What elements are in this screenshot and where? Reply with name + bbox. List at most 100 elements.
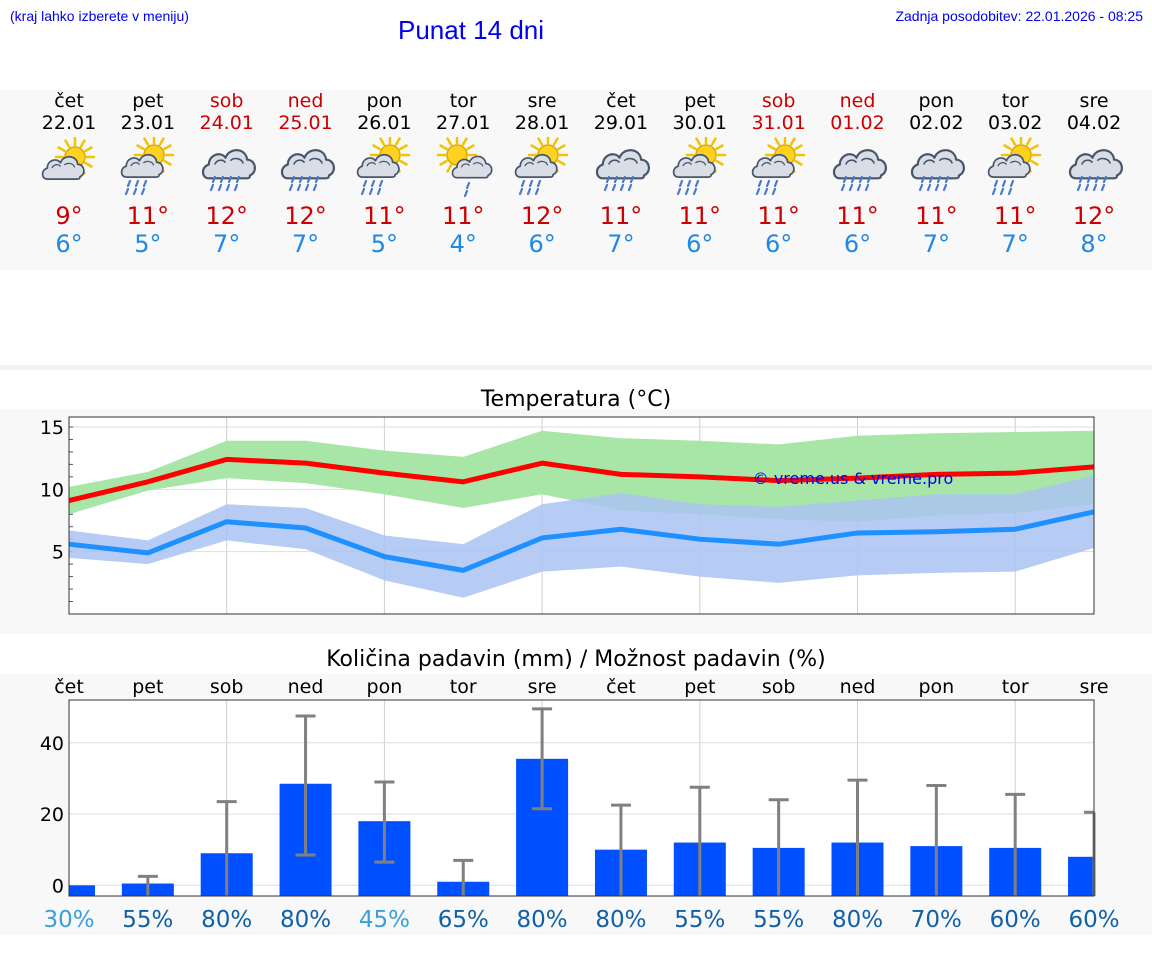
last-update: Zadnja posodobitev: 22.01.2026 - 08:25 bbox=[895, 8, 1143, 24]
cloud-rain-icon bbox=[581, 136, 661, 200]
divider bbox=[0, 365, 1152, 370]
y-tick-label: 15 bbox=[40, 417, 64, 439]
temp-max: 12° bbox=[1072, 202, 1116, 230]
category-label: ned bbox=[840, 676, 876, 698]
day-date: 26.01 bbox=[357, 112, 412, 134]
temp-max: 12° bbox=[520, 202, 564, 230]
day-column: ned 01.02 11° 6° bbox=[818, 90, 898, 258]
temp-min: 7° bbox=[1001, 230, 1029, 258]
day-name: sre bbox=[1079, 90, 1109, 112]
min-line bbox=[68, 509, 1095, 573]
day-date: 04.02 bbox=[1066, 112, 1122, 134]
cloud-rain-icon bbox=[818, 136, 898, 200]
plot-frame bbox=[68, 416, 1095, 615]
temp-min: 8° bbox=[1080, 230, 1108, 258]
day-date: 22.01 bbox=[41, 112, 97, 134]
day-name: sob bbox=[761, 90, 796, 112]
day-column: pet 30.01 11° 6° bbox=[660, 90, 740, 258]
day-name: sre bbox=[527, 90, 557, 112]
temperature-chart: 5 10 15 © vreme.us & vreme.pro bbox=[40, 416, 1095, 615]
menu-note[interactable]: (kraj lahko izberete v meniju) bbox=[10, 8, 189, 24]
day-name: ned bbox=[287, 90, 324, 112]
day-name: tor bbox=[1001, 90, 1029, 112]
day-column: pet 23.01 11° 5° bbox=[108, 90, 188, 258]
sun-cloud-rain-icon bbox=[660, 136, 740, 200]
sun-cloud-rain-icon bbox=[502, 136, 582, 200]
category-label: pet bbox=[684, 676, 715, 698]
category-label: sre bbox=[1080, 676, 1109, 698]
precip-chance-label: 80% bbox=[280, 907, 331, 933]
day-name: pet bbox=[684, 90, 716, 112]
temp-max: 11° bbox=[126, 202, 170, 230]
forecast-band bbox=[0, 90, 1152, 270]
temp-max: 11° bbox=[678, 202, 722, 230]
day-date: 23.01 bbox=[120, 112, 176, 134]
temp-min: 5° bbox=[370, 230, 399, 258]
day-date: 30.01 bbox=[672, 112, 727, 134]
temp-min: 6° bbox=[843, 230, 872, 258]
day-date: 03.02 bbox=[987, 112, 1043, 134]
temp-min: 6° bbox=[686, 230, 714, 258]
temp-min: 7° bbox=[213, 230, 241, 258]
category-label: sob bbox=[210, 676, 244, 698]
category-label: tor bbox=[1002, 676, 1029, 698]
category-label: sob bbox=[762, 676, 796, 698]
y-tick-label: 20 bbox=[40, 804, 64, 826]
sun-cloud-rain-icon bbox=[739, 136, 819, 200]
temp-max: 11° bbox=[599, 202, 643, 230]
temp-min: 5° bbox=[134, 230, 162, 258]
temp-min: 6° bbox=[55, 230, 83, 258]
precip-chance-label: 80% bbox=[517, 907, 568, 933]
temp-min: 7° bbox=[607, 230, 635, 258]
day-column: sob 24.01 12° 7° bbox=[187, 90, 267, 258]
temp-min: 4° bbox=[449, 230, 477, 258]
day-column: ned 25.01 12° 7° bbox=[266, 90, 346, 258]
sun-cloud-rain-icon bbox=[108, 136, 188, 200]
max-line bbox=[68, 456, 1095, 503]
day-date: 29.01 bbox=[593, 112, 649, 134]
temp-max: 12° bbox=[205, 202, 248, 230]
precip-chance-label: 60% bbox=[1068, 907, 1119, 933]
day-column: pon 26.01 11° 5° bbox=[344, 90, 424, 258]
watermark: © vreme.us & vreme.pro bbox=[753, 469, 954, 488]
day-column: sre 04.02 12° 8° bbox=[1054, 90, 1134, 258]
precip-chance-label: 80% bbox=[595, 907, 646, 933]
day-name: čet bbox=[54, 90, 84, 112]
day-name: čet bbox=[606, 90, 636, 112]
temp-max: 11° bbox=[836, 202, 879, 230]
temp-chart-title: Temperatura (°C) bbox=[480, 387, 672, 412]
category-label: pon bbox=[918, 676, 954, 698]
precip-chance-label: 60% bbox=[990, 907, 1041, 933]
temp-max: 12° bbox=[284, 202, 327, 230]
day-name: tor bbox=[449, 90, 477, 112]
sun-cloud-rain-icon bbox=[344, 136, 424, 200]
temp-max: 11° bbox=[441, 202, 485, 230]
y-tick-label: 40 bbox=[40, 733, 64, 755]
precip-chance-label: 80% bbox=[201, 907, 252, 933]
day-column: čet 29.01 11° 7° bbox=[581, 90, 661, 258]
precip-chance-label: 70% bbox=[911, 907, 962, 933]
day-date: 31.01 bbox=[751, 112, 806, 134]
precipitation-chart: čet pet sob ned pon tor sre čet pet sob ned pon tor s… bbox=[40, 676, 1120, 933]
day-name: pon bbox=[918, 90, 955, 112]
min-range-band bbox=[69, 475, 1095, 598]
day-name: pet bbox=[132, 90, 164, 112]
cloud-rain-icon bbox=[266, 136, 346, 200]
category-label: pet bbox=[132, 676, 163, 698]
day-column: tor 03.02 11° 7° bbox=[975, 90, 1055, 258]
y-tick-label: 10 bbox=[40, 479, 64, 501]
day-date: 25.01 bbox=[278, 112, 333, 134]
page-title: Punat 14 dni bbox=[398, 15, 545, 45]
precip-chart-title: Količina padavin (mm) / Možnost padavin … bbox=[326, 647, 826, 672]
day-date: 27.01 bbox=[436, 112, 491, 134]
sun-cloud-icon bbox=[29, 136, 109, 200]
sun-cloud-rain-icon bbox=[975, 136, 1055, 200]
sun-cloud-light-rain-icon bbox=[423, 136, 503, 200]
precip-chance-label: 55% bbox=[753, 907, 804, 933]
day-column: pon 02.02 11° 7° bbox=[896, 90, 976, 258]
day-name: ned bbox=[839, 90, 876, 112]
temp-min: 7° bbox=[922, 230, 950, 258]
cloud-rain-icon bbox=[896, 136, 976, 200]
precip-bar bbox=[1068, 856, 1094, 896]
cloud-rain-icon bbox=[187, 136, 267, 200]
